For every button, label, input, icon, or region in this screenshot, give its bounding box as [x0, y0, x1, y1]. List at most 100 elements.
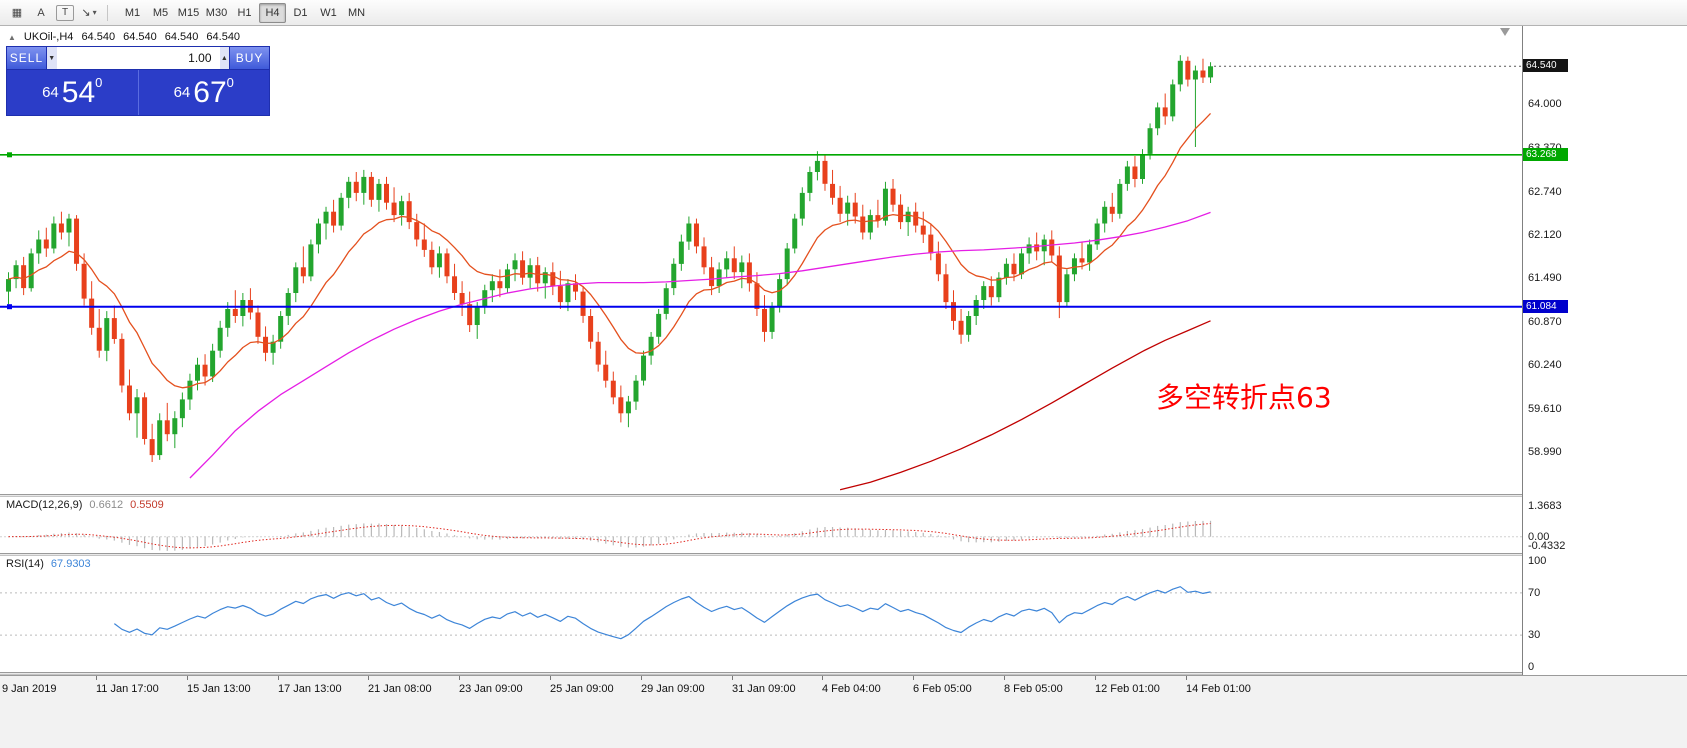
pane-separator[interactable] — [0, 553, 1687, 556]
time-axis-tick — [368, 676, 369, 680]
timeframe-button-m15[interactable]: M15 — [175, 3, 202, 23]
buy-price-point: 0 — [226, 75, 234, 90]
price-axis-label: 59.610 — [1528, 403, 1562, 415]
price-axis-label: 64.000 — [1528, 98, 1562, 110]
time-axis-label: 23 Jan 09:00 — [459, 683, 523, 695]
time-axis[interactable]: 9 Jan 2019 11 Jan 17:00 15 Jan 13:00 17 Jan… — [0, 675, 1687, 748]
dropdown-caret-icon: ▾ — [92, 8, 97, 17]
time-axis-tick — [459, 676, 460, 680]
one-click-price-row: 64 54 0 64 67 0 — [7, 70, 269, 115]
shapes-tool-button[interactable]: ↘ ▾ — [78, 3, 100, 23]
price-tag-61.084: 61.084 — [1523, 300, 1568, 313]
timeframe-button-mn[interactable]: MN — [343, 3, 370, 23]
time-axis-label: 14 Feb 01:00 — [1186, 683, 1251, 695]
timeframe-buttons: M1 M5 M15 M30 H1 H4 D1 W1 MN — [119, 2, 370, 23]
time-axis-tick — [1095, 676, 1096, 680]
rsi-indicator-label: RSI(14) 67.9303 — [6, 558, 91, 570]
volume-down-button[interactable]: ▼ — [46, 47, 57, 69]
one-click-collapse-icon[interactable]: ▲ — [8, 32, 16, 42]
ohlc-low: 64.540 — [164, 31, 199, 43]
volume-input[interactable] — [56, 47, 220, 69]
rsi-value: 67.9303 — [50, 558, 91, 570]
volume-up-button[interactable]: ▲ — [219, 47, 230, 69]
chart-shift-marker-icon[interactable] — [1500, 28, 1510, 36]
rsi-axis-label: 30 — [1528, 629, 1541, 641]
time-axis-label: 11 Jan 17:00 — [96, 683, 159, 695]
text-box-tool-icon[interactable]: T — [56, 4, 74, 21]
buy-button[interactable]: BUY — [229, 47, 269, 69]
symbol-period-label: UKOil-,H4 — [23, 31, 74, 43]
grid-tool-icon[interactable]: ▦ — [6, 3, 28, 23]
time-axis-label: 29 Jan 09:00 — [641, 683, 705, 695]
pane-separator[interactable] — [0, 672, 1687, 675]
macd-axis-label: -0.4332 — [1528, 540, 1566, 552]
sell-button[interactable]: SELL — [7, 47, 47, 69]
rsi-axis-label: 0 — [1528, 661, 1535, 673]
time-axis-tick — [822, 676, 823, 680]
buy-price-pips: 67 — [193, 75, 227, 109]
time-axis-tick — [550, 676, 551, 680]
chart-annotation: 多空转折点63 — [1156, 381, 1332, 414]
ohlc-open: 64.540 — [81, 31, 116, 43]
price-axis-label: 61.490 — [1528, 272, 1562, 284]
time-axis-label: 8 Feb 05:00 — [1004, 683, 1063, 695]
time-axis-label: 17 Jan 13:00 — [278, 683, 342, 695]
timeframe-button-m5[interactable]: M5 — [147, 3, 174, 23]
time-axis-tick — [96, 676, 97, 680]
time-axis-label: 6 Feb 05:00 — [913, 683, 972, 695]
time-axis-label: 21 Jan 08:00 — [368, 683, 432, 695]
macd-axis-label: 1.3683 — [1528, 500, 1562, 512]
macd-signal-value: 0.5509 — [130, 499, 164, 511]
time-axis-tick — [187, 676, 188, 680]
sell-price-major: 64 — [42, 84, 59, 101]
sell-price-pips: 54 — [61, 75, 96, 109]
arrow-tool-icon: ↘ — [81, 7, 91, 19]
rsi-pane[interactable] — [0, 556, 1522, 672]
macd-pane[interactable] — [0, 497, 1522, 553]
time-axis-tick — [1004, 676, 1005, 680]
rsi-axis-label: 100 — [1528, 555, 1547, 567]
price-axis-label: 62.120 — [1528, 229, 1562, 241]
sell-price-point: 0 — [95, 75, 103, 90]
buy-price-major: 64 — [173, 84, 191, 101]
time-axis-tick — [278, 676, 279, 680]
timeframe-button-h1[interactable]: H1 — [231, 3, 258, 23]
timeframe-button-m1[interactable]: M1 — [119, 3, 146, 23]
time-axis-tick — [641, 676, 642, 680]
price-axis-label: 58.990 — [1528, 446, 1562, 458]
time-axis-tick — [1186, 676, 1187, 680]
time-axis-label: 15 Jan 13:00 — [187, 683, 251, 695]
timeframe-button-w1[interactable]: W1 — [315, 3, 342, 23]
main-toolbar: ▦ A T ↘ ▾ M1 M5 M15 M30 H1 H4 D1 W1 MN — [0, 0, 1687, 26]
price-tag-64.540: 64.540 — [1523, 59, 1568, 72]
price-chart[interactable] — [0, 26, 1522, 494]
price-tag-63.268: 63.268 — [1523, 148, 1568, 161]
macd-name: MACD(12,26,9) — [6, 499, 83, 511]
price-axis-label: 62.740 — [1528, 186, 1562, 198]
rsi-axis-label: 70 — [1528, 587, 1541, 599]
sell-price-display[interactable]: 64 54 0 — [7, 70, 138, 115]
time-axis-label: 25 Jan 09:00 — [550, 683, 614, 695]
time-axis-label: 31 Jan 09:00 — [732, 683, 796, 695]
macd-indicator-label: MACD(12,26,9) 0.6612 0.5509 — [6, 499, 164, 511]
timeframe-button-d1[interactable]: D1 — [287, 3, 314, 23]
timeframe-button-m30[interactable]: M30 — [203, 3, 230, 23]
pane-separator[interactable] — [0, 494, 1687, 497]
time-axis-label: 12 Feb 01:00 — [1095, 683, 1160, 695]
price-axis-label: 60.870 — [1528, 316, 1562, 328]
price-axis-column[interactable]: 64.00063.37062.74062.12061.49060.87060.2… — [1522, 26, 1687, 675]
one-click-order-row: SELL ▼ ▲ BUY — [7, 47, 269, 70]
ohlc-close: 64.540 — [206, 31, 241, 43]
time-axis-tick — [732, 676, 733, 680]
rsi-name: RSI(14) — [6, 558, 44, 570]
timeframe-button-h4[interactable]: H4 — [259, 2, 286, 23]
macd-axis-label: 0.00 — [1528, 531, 1550, 543]
price-axis-label: 60.240 — [1528, 359, 1562, 371]
ohlc-high: 64.540 — [123, 31, 157, 43]
time-axis-label: 9 Jan 2019 — [2, 683, 57, 695]
one-click-trading-panel: SELL ▼ ▲ BUY 64 54 0 64 67 0 — [6, 46, 270, 116]
text-label-tool-icon[interactable]: A — [30, 3, 52, 23]
toolbar-separator — [107, 4, 108, 21]
buy-price-display[interactable]: 64 67 0 — [137, 70, 270, 115]
